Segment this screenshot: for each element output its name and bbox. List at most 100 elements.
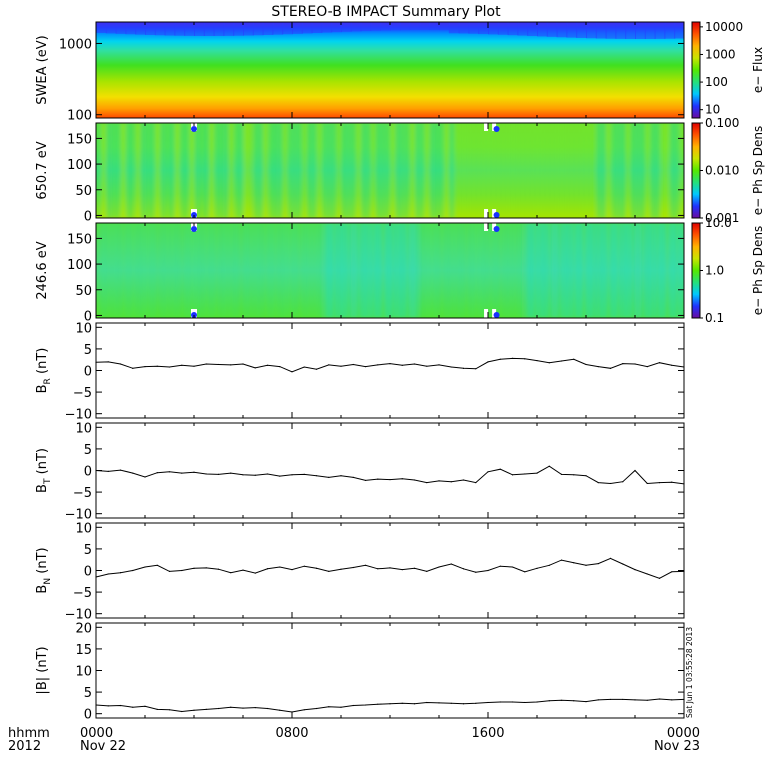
data-point — [107, 361, 109, 363]
y-tick-label: 50 — [75, 284, 92, 299]
data-point — [377, 478, 379, 480]
data-point — [487, 361, 489, 363]
data-point — [536, 359, 538, 362]
data-point — [364, 479, 367, 482]
data-point — [585, 475, 587, 477]
timestamp: Sat Jun 1 03:55:28 2013 — [685, 627, 694, 718]
data-point — [401, 478, 403, 480]
data-point — [524, 571, 526, 573]
data-point — [413, 703, 416, 705]
data-point — [266, 364, 269, 366]
data-point — [573, 358, 575, 360]
panel-3: 0.1 1.0 10.0 e− Ph Sp Dens 0 50 100 150 246.6 eV — [35, 216, 765, 325]
colorbar-label: e− Ph Sp Dens — [751, 226, 765, 315]
data-point — [646, 366, 648, 368]
data-point — [193, 365, 195, 367]
series-line — [95, 698, 685, 713]
y-tick-label: 100 — [67, 258, 92, 273]
data-point — [205, 363, 207, 365]
data-point — [548, 362, 550, 364]
y-tick-label: −5 — [73, 386, 92, 401]
data-point — [499, 565, 501, 567]
data-point — [119, 363, 122, 365]
y-axis-label: SWEA (eV) — [35, 35, 50, 104]
data-point — [609, 367, 612, 369]
spectrogram — [96, 223, 684, 318]
data-point — [205, 708, 207, 710]
data-point — [487, 569, 489, 572]
data-point — [462, 703, 465, 705]
data-point — [536, 701, 538, 703]
data-point — [266, 707, 269, 710]
data-point — [364, 366, 367, 368]
data-point — [156, 564, 158, 566]
y-tick-label: 0 — [84, 565, 92, 580]
data-point — [548, 465, 550, 467]
panel-4: −10 −5 0 5 10 BR (nT) — [35, 321, 685, 423]
data-point — [413, 567, 416, 569]
data-point — [450, 563, 452, 565]
data-point — [646, 573, 648, 575]
data-point — [242, 569, 244, 571]
data-point — [413, 479, 416, 481]
data-point — [144, 366, 146, 368]
data-point — [352, 704, 354, 707]
y-tick-label: 50 — [75, 184, 92, 199]
data-point — [352, 363, 354, 366]
x-tick-label: 0000 — [80, 726, 113, 741]
data-point — [254, 367, 256, 369]
data-point — [205, 567, 207, 569]
data-point — [377, 364, 379, 366]
data-point — [230, 364, 232, 366]
data-point — [156, 365, 158, 367]
data-point — [340, 365, 342, 367]
data-point — [242, 707, 244, 709]
data-point — [646, 699, 648, 701]
colorbar-3: 0.1 1.0 10.0 e− Ph Sp Dens — [691, 216, 765, 325]
data-point — [303, 366, 305, 368]
data-gaps — [191, 123, 500, 218]
data-point — [401, 569, 403, 571]
data-point — [499, 701, 501, 703]
data-point — [291, 371, 293, 373]
y-tick-label: 10 — [75, 421, 92, 436]
data-point — [217, 363, 220, 366]
y-tick-label: 5 — [84, 686, 92, 701]
data-point — [279, 475, 281, 477]
data-point — [548, 564, 550, 566]
data-point — [438, 480, 440, 482]
data-point — [315, 368, 318, 370]
data-point — [609, 557, 612, 560]
data-point — [168, 471, 171, 473]
data-point — [119, 572, 122, 574]
colorbar-label: e− Ph Sp Dens — [751, 126, 765, 215]
data-point — [340, 475, 342, 477]
data-point — [217, 568, 220, 570]
data-point — [340, 568, 342, 570]
x-tick-date: Nov 22 — [80, 739, 126, 754]
plot-title: STEREO-B IMPACT Summary Plot — [271, 4, 501, 20]
data-point — [622, 362, 624, 365]
data-point — [291, 569, 293, 571]
data-point — [597, 562, 599, 565]
data-point — [597, 481, 599, 484]
panel-frame — [95, 422, 685, 519]
data-point — [658, 481, 661, 484]
data-point — [634, 699, 636, 701]
data-point — [328, 706, 330, 708]
data-point — [107, 573, 109, 575]
data-point — [426, 570, 428, 572]
colorbar-tick-label: 100 — [705, 75, 728, 89]
data-point — [438, 702, 440, 704]
colorbar-tick-label: 0.1 — [705, 311, 724, 325]
data-point — [634, 569, 636, 571]
y-tick-label: 20 — [75, 621, 92, 636]
data-point — [438, 364, 440, 366]
data-point — [193, 567, 195, 569]
data-point — [536, 472, 538, 474]
panel-7: 0 5 10 15 20 |B| (nT) — [35, 621, 685, 723]
y-axis-label: 246.6 eV — [35, 241, 50, 299]
colorbar-label: e− Flux — [751, 47, 765, 93]
colorbar-tick-label: 1.0 — [705, 264, 724, 278]
y-tick-label: −10 — [65, 608, 92, 623]
